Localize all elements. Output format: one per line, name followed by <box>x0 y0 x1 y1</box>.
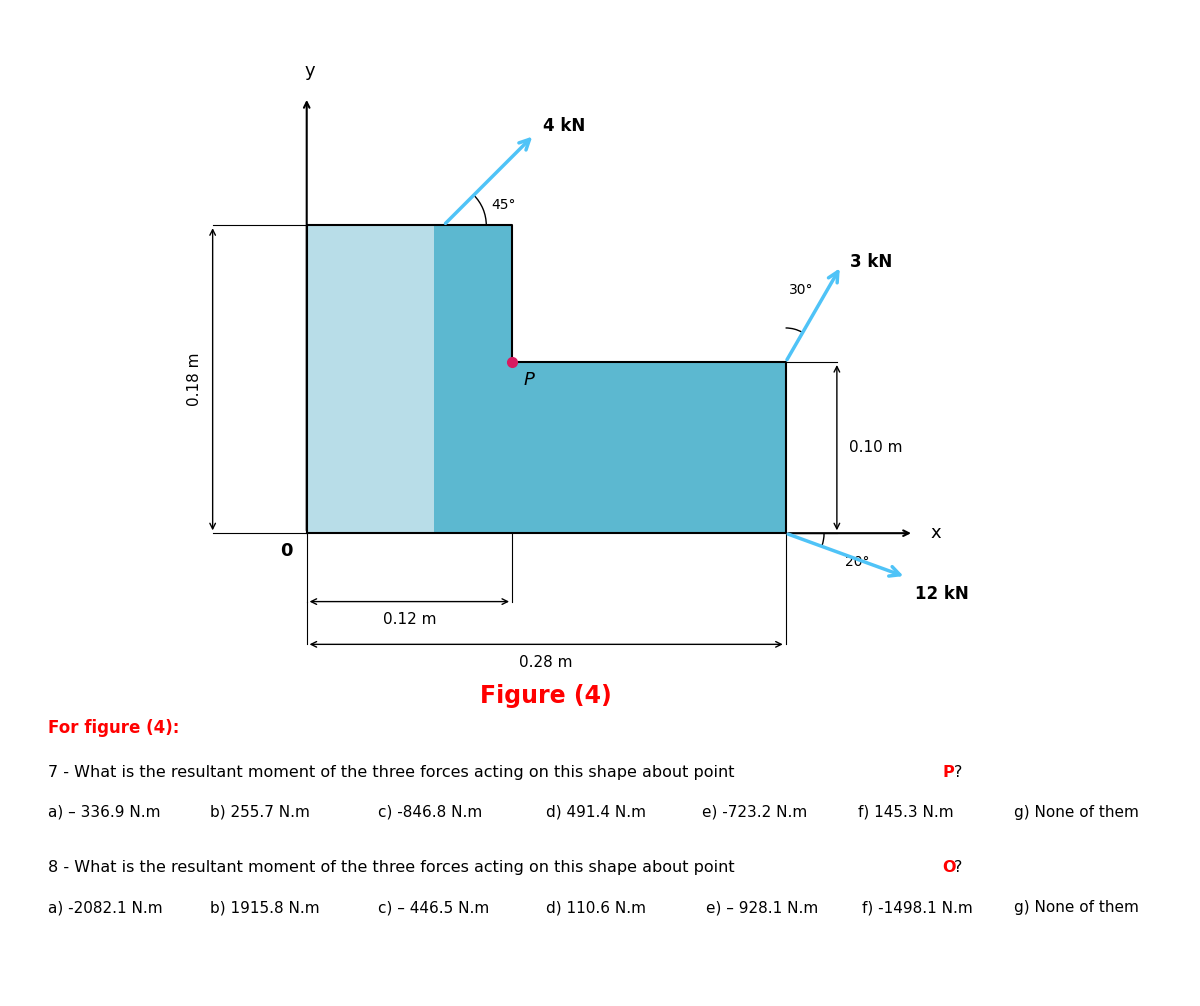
Text: 0.28 m: 0.28 m <box>520 655 572 670</box>
Text: f) -1498.1 N.m: f) -1498.1 N.m <box>862 900 972 915</box>
Text: 12 kN: 12 kN <box>914 585 968 604</box>
Text: ?: ? <box>954 765 962 780</box>
Text: 30°: 30° <box>788 283 814 297</box>
Text: a) -2082.1 N.m: a) -2082.1 N.m <box>48 900 163 915</box>
Text: e) – 928.1 N.m: e) – 928.1 N.m <box>706 900 818 915</box>
Text: c) – 446.5 N.m: c) – 446.5 N.m <box>378 900 490 915</box>
Text: x: x <box>931 524 942 542</box>
Text: b) 1915.8 N.m: b) 1915.8 N.m <box>210 900 319 915</box>
Text: 0.18 m: 0.18 m <box>187 352 203 406</box>
Text: b) 255.7 N.m: b) 255.7 N.m <box>210 805 310 820</box>
Text: Figure (4): Figure (4) <box>480 684 612 707</box>
Text: c) -846.8 N.m: c) -846.8 N.m <box>378 805 482 820</box>
Text: 45°: 45° <box>492 197 516 211</box>
Text: 0.12 m: 0.12 m <box>383 612 436 627</box>
Bar <box>512 362 786 533</box>
Text: 3 kN: 3 kN <box>850 254 892 272</box>
Text: f) 145.3 N.m: f) 145.3 N.m <box>858 805 954 820</box>
Text: d) 491.4 N.m: d) 491.4 N.m <box>546 805 646 820</box>
Text: d) 110.6 N.m: d) 110.6 N.m <box>546 900 646 915</box>
Text: g) None of them: g) None of them <box>1014 805 1139 820</box>
Text: 0: 0 <box>281 541 293 559</box>
Text: For figure (4):: For figure (4): <box>48 719 179 737</box>
Text: 8 - What is the resultant moment of the three forces acting on this shape about : 8 - What is the resultant moment of the … <box>48 860 739 875</box>
Text: 4 kN: 4 kN <box>542 117 586 135</box>
Text: e) -723.2 N.m: e) -723.2 N.m <box>702 805 808 820</box>
Text: O: O <box>942 860 955 875</box>
Bar <box>434 225 512 533</box>
Text: P: P <box>942 765 954 780</box>
Bar <box>307 225 434 533</box>
Text: 0.10 m: 0.10 m <box>848 441 902 455</box>
Text: ?: ? <box>954 860 962 875</box>
Text: a) – 336.9 N.m: a) – 336.9 N.m <box>48 805 161 820</box>
Text: 20°: 20° <box>846 555 870 569</box>
Text: y: y <box>305 62 316 80</box>
Text: P: P <box>524 371 535 388</box>
Text: g) None of them: g) None of them <box>1014 900 1139 915</box>
Text: 7 - What is the resultant moment of the three forces acting on this shape about : 7 - What is the resultant moment of the … <box>48 765 739 780</box>
